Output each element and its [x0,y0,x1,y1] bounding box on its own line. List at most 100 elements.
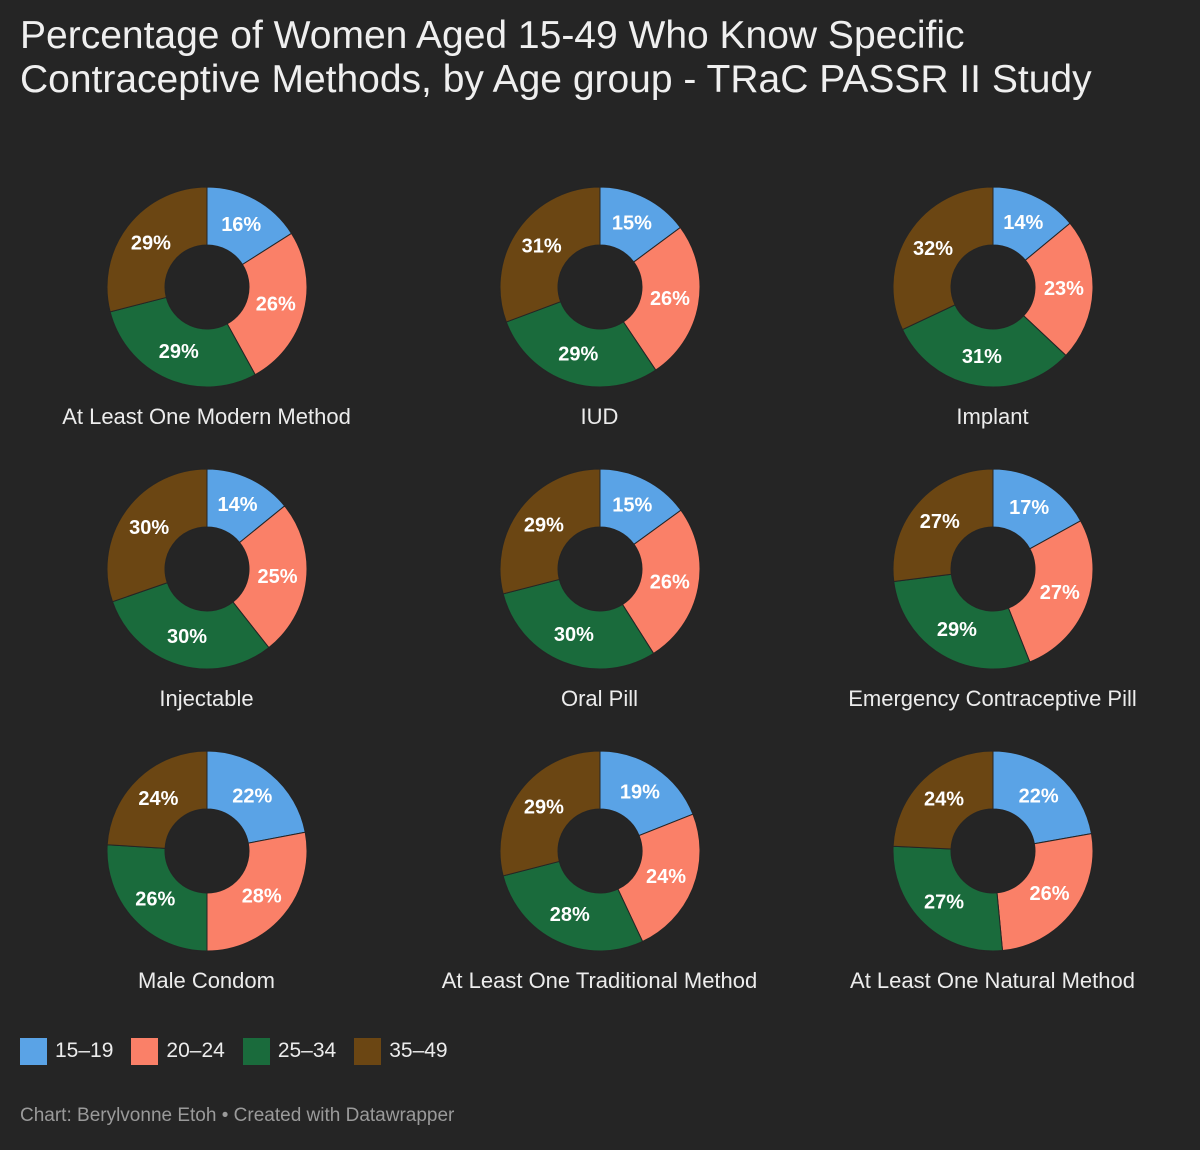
slice-value-label: 31% [962,346,1002,368]
slice-value-label: 32% [913,238,953,260]
slice-value-label: 27% [1040,582,1080,604]
slice-value-label: 24% [924,789,964,811]
donut-slice-35-49[interactable] [106,186,208,313]
created-with: Created with Datawrapper [233,1105,455,1126]
donut-label: Injectable [159,686,254,711]
legend-swatch [354,1037,382,1065]
legend-label: 35–49 [389,1039,448,1062]
donut-label: Oral Pill [560,686,638,711]
donut-label: Male Condom [138,968,275,993]
slice-value-label: 28% [242,885,282,907]
donut-slice-25-34[interactable] [505,301,657,388]
slice-value-label: 29% [131,232,171,254]
donut-slice-20-24[interactable] [1007,520,1094,663]
legend-swatch [20,1037,47,1065]
donut-slice-15-19[interactable] [206,750,306,844]
donut-panel-implant: 14% 23% 31% 32% Implant [796,186,1189,466]
chart-title: Percentage of Women Aged 15-49 Who Know … [20,14,1092,101]
slice-value-label: 29% [524,514,564,536]
slice-value-label: 25% [258,566,298,588]
donut-slice-35-49[interactable] [892,468,994,583]
donut-slice-25-34[interactable] [893,573,1031,670]
slice-value-label: 17% [1009,497,1049,519]
slice-value-label: 30% [167,626,207,648]
legend-swatch [131,1037,159,1065]
slice-value-label: 29% [159,341,199,363]
donut-slice-15-19[interactable] [206,186,293,266]
slice-value-label: 26% [650,571,690,593]
donut-slice-35-49[interactable] [499,186,601,323]
legend-item-15-19[interactable]: 15–19 [20,1037,114,1065]
legend-item-25-34[interactable]: 25–34 [242,1037,337,1065]
slice-value-label: 24% [138,788,178,810]
legend-label: 25–34 [277,1039,337,1062]
slice-value-label: 19% [620,781,660,803]
donut-panel-oral-pill: 15% 26% 30% 29% Oral Pill [403,468,796,748]
slice-value-label: 26% [256,294,296,316]
slice-value-label: 22% [232,785,272,807]
slice-value-label: 16% [221,214,261,236]
slice-value-label: 15% [612,213,652,235]
donut-slice-20-24[interactable] [206,831,308,952]
donut-slice-35-49[interactable] [106,750,208,849]
donut-chart: 15% 26% 30% 29% [499,468,701,670]
donut-slice-20-24[interactable] [621,509,701,655]
slice-value-label: 30% [554,624,594,646]
legend: 15–19 20–24 25–34 35–49 [20,1036,466,1066]
donut-slice-35-49[interactable] [892,186,994,331]
donut-slice-15-19[interactable] [992,750,1093,845]
donut-slice-25-34[interactable] [892,845,1004,952]
legend-item-20-24[interactable]: 20–24 [131,1037,225,1065]
slice-value-label: 27% [920,511,960,533]
slice-value-label: 24% [646,866,686,888]
donut-panel-injectable: 14% 25% 30% 30% Injectable [10,468,403,748]
donut-chart: 14% 23% 31% 32% [892,186,1094,388]
legend-label: 15–19 [55,1039,114,1062]
slice-value-label: 26% [135,889,175,911]
donut-slice-25-34[interactable] [502,578,655,670]
donut-slice-35-49[interactable] [499,750,601,877]
donut-chart: 17% 27% 29% 27% [892,468,1094,670]
donut-slice-20-24[interactable] [622,226,701,371]
donut-label: At Least One Modern Method [62,404,351,429]
legend-item-35-49[interactable]: 35–49 [354,1037,448,1065]
donut-panel-at-least-one-traditional-method: 19% 24% 28% 29% At Least One Traditional Met… [403,750,796,1030]
donut-slice-25-34[interactable] [106,844,208,952]
donut-chart: 22% 26% 27% 24% [892,750,1094,952]
donut-chart: 16% 26% 29% 29% [106,186,308,388]
donut-panel-male-condom: 22% 28% 26% 24% Male Condom [10,750,403,1030]
slice-value-label: 26% [1029,883,1069,905]
slice-value-label: 29% [524,796,564,818]
chart-credit: Chart: Berylvonne Etoh [20,1105,217,1126]
footer-separator: • [221,1105,229,1126]
donut-slice-20-24[interactable] [617,813,701,943]
donut-slice-25-34[interactable] [502,860,644,952]
slice-value-label: 29% [558,344,598,366]
donut-slice-25-34[interactable] [111,582,270,670]
donut-slice-20-24[interactable] [996,833,1094,952]
donut-panel-at-least-one-natural-method: 22% 26% 27% 24% At Least One Natural Method [796,750,1189,1030]
donut-slice-35-49[interactable] [499,468,601,595]
donut-chart: 19% 24% 28% 29% [499,750,701,952]
donut-slice-25-34[interactable] [901,304,1067,388]
donut-slice-20-24[interactable] [232,505,308,649]
donut-slice-25-34[interactable] [109,296,256,388]
legend-swatch [242,1037,270,1065]
donut-label: Implant [956,404,1029,429]
donut-chart: 22% 28% 26% 24% [106,750,308,952]
donut-slice-20-24[interactable] [1022,222,1094,357]
donut-label: At Least One Traditional Method [441,968,758,993]
slice-value-label: 31% [522,236,562,258]
donut-slice-35-49[interactable] [106,468,208,603]
slice-value-label: 26% [650,288,690,310]
slice-value-label: 23% [1044,278,1084,300]
donut-slice-20-24[interactable] [226,232,308,376]
donut-panel-at-least-one-modern-method: 16% 26% 29% 29% At Least One Modern Method [10,186,403,466]
donut-slice-15-19[interactable] [599,750,694,837]
donut-slice-35-49[interactable] [892,750,994,850]
footer: Chart: Berylvonne Etoh • Created with Da… [20,1105,454,1127]
donut-label: IUD [580,404,619,429]
slice-value-label: 27% [924,891,964,913]
donut-panel-emergency-contraceptive-pill: 17% 27% 29% 27% Emergency Contraceptive Pill [796,468,1189,748]
